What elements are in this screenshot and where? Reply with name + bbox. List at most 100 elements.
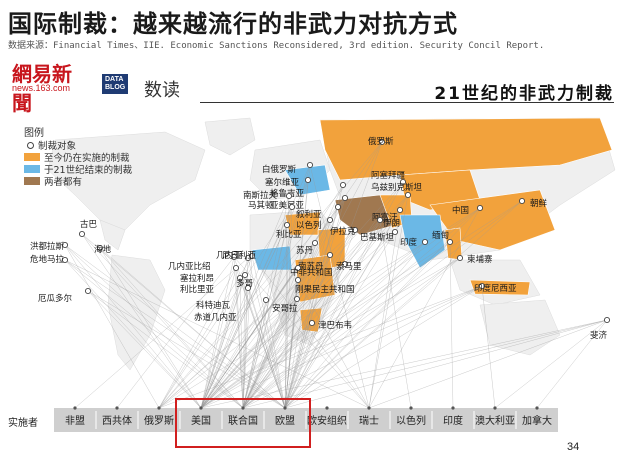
- connector-line-27-1: [284, 263, 346, 409]
- connector-line-37-1: [244, 274, 286, 409]
- target-label-6: 乌兹别克斯坦: [371, 182, 423, 193]
- connector-line-38-0: [81, 233, 244, 409]
- target-label-12: 伊拉克: [330, 226, 356, 237]
- target-dot-14: [391, 228, 399, 236]
- target-label-32: 塞拉利昂: [180, 273, 214, 284]
- connector-line-41-2: [64, 259, 202, 409]
- connector-line-21-0: [242, 319, 608, 409]
- target-label-33: 利比里亚: [180, 284, 215, 295]
- connector-line-5-1: [284, 181, 404, 409]
- connector-line-17-1: [284, 200, 523, 409]
- target-label-42: 厄瓜多尔: [38, 293, 73, 304]
- connector-line-33-0: [239, 277, 244, 409]
- extra-connector-2: [449, 241, 454, 409]
- header-divider: [200, 102, 614, 103]
- target-dot-10: [326, 216, 334, 224]
- target-dot-20: [478, 282, 486, 290]
- implementer-node-5: [283, 406, 287, 410]
- connector-line-40-0: [64, 244, 244, 409]
- connector-line-32-0: [235, 267, 244, 409]
- target-dot-17: [518, 197, 526, 205]
- middle-east-region: [334, 194, 396, 236]
- implementer-label-0: 非盟: [65, 415, 85, 427]
- connector-line-41-0: [64, 259, 244, 409]
- connector-line-10-0: [242, 219, 331, 409]
- connector-line-28-3: [158, 298, 298, 409]
- both-swatch: [24, 177, 40, 185]
- connector-line-29-1: [284, 322, 313, 409]
- chart-subtitle: 21世纪的非武力制裁: [434, 84, 614, 104]
- datablog-line1: DATA: [105, 76, 124, 83]
- extra-connector-6: [116, 256, 235, 409]
- central-africa-region: [294, 254, 336, 303]
- connector-line-24-2: [200, 254, 331, 409]
- main-title: 国际制裁：越来越流行的非武力对抗方式: [8, 10, 458, 38]
- legend: 图例 制裁对象 至今仍在实施的制裁 于21世纪结束的制裁 两者都有: [24, 124, 214, 188]
- target-label-1: 白俄罗斯: [262, 164, 297, 175]
- connector-line-36-1: [251, 255, 286, 409]
- datablog-line2: BLOG: [105, 84, 126, 91]
- connector-line-19-0: [242, 257, 461, 409]
- target-dot-42: [84, 287, 92, 295]
- connector-line-34-2: [200, 287, 249, 409]
- implementers-heading: 实施者: [8, 418, 38, 429]
- connector-line-26-3: [297, 279, 370, 409]
- target-label-5: 阿塞拜疆: [371, 170, 406, 181]
- connector-line-32-3: [158, 267, 237, 409]
- connector-line-36-4: [251, 255, 370, 409]
- connector-line-14-2: [200, 231, 396, 409]
- connector-line-20-0: [242, 285, 483, 409]
- target-dot-25: [294, 264, 302, 272]
- target-dot-33: [236, 274, 244, 282]
- target-label-7: 南斯拉夫: [243, 190, 278, 201]
- connector-line-20-3: [158, 285, 483, 409]
- target-label-18: 缅甸: [432, 230, 449, 241]
- target-label-24: 南苏丹: [298, 261, 324, 272]
- connector-line-35-0: [242, 299, 267, 409]
- target-label-25: 中非共和国: [290, 267, 333, 278]
- target-label-35: 赤道几内亚: [194, 312, 237, 323]
- connector-line-4-3: [158, 197, 346, 409]
- implementer-node-11: [535, 406, 539, 410]
- legend-target: 制裁对象: [24, 139, 214, 152]
- target-label-29: 津巴布韦: [318, 320, 352, 331]
- target-dot-26: [294, 276, 302, 284]
- target-label-16: 中国: [452, 205, 469, 216]
- connector-line-10-1: [284, 219, 331, 409]
- target-label-19: 柬埔寨: [467, 254, 493, 265]
- target-label-26: 刚果民主共和国: [295, 284, 355, 295]
- page-number: 34: [567, 441, 580, 453]
- netease-logo-text: 網易新聞: [12, 62, 72, 115]
- connector-line-13-0: [242, 219, 381, 409]
- connector-line-29-2: [200, 322, 313, 409]
- target-label-27: 索马里: [336, 261, 362, 272]
- implementer-node-6: [325, 406, 329, 410]
- extra-connector-3: [379, 219, 412, 409]
- target-label-41: 危地马拉: [30, 254, 65, 265]
- ongoing-swatch: [24, 153, 40, 161]
- target-dot-29: [308, 319, 316, 327]
- target-label-22: 利比亚: [276, 229, 302, 240]
- implementer-label-11: 加拿大: [522, 414, 552, 427]
- connector-line-37-0: [242, 274, 246, 409]
- connector-line-20-1: [284, 285, 483, 409]
- target-dot-icon: [27, 141, 34, 149]
- legend-ongoing-label: 至今仍在实施的制裁: [44, 153, 130, 164]
- connector-line-15-0: [242, 241, 426, 409]
- extra-connector-4: [481, 285, 496, 409]
- connector-line-13-1: [284, 219, 381, 409]
- ended-swatch: [24, 165, 40, 173]
- connector-line-12-3: [158, 229, 356, 409]
- target-dot-1: [306, 161, 314, 169]
- connector-line-11-0: [242, 209, 401, 409]
- target-label-21: 斐济: [590, 330, 608, 341]
- implementer-node-3: [199, 406, 203, 410]
- target-dot-15: [421, 238, 429, 246]
- source-line: 数据来源：Financial Times、IIE. Economic Sanct…: [8, 41, 545, 51]
- target-label-28: 安哥拉: [272, 303, 298, 314]
- target-label-8: 马其顿: [248, 200, 274, 211]
- target-dot-41: [61, 256, 69, 264]
- implementer-label-7: 瑞士: [359, 414, 379, 427]
- target-label-37: 多哥: [236, 278, 254, 289]
- connector-line-25-0: [242, 267, 299, 409]
